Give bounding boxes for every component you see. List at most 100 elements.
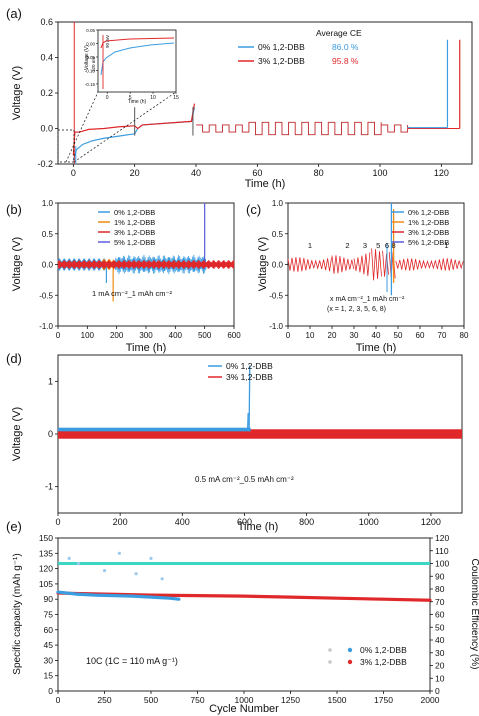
x-tick-label: 0 — [56, 695, 61, 705]
panel-a-label: (a) — [6, 6, 22, 21]
panel-e-ticks: 0 250 500 750 1000 1250 1500 1750 20000153045607… — [39, 533, 450, 705]
panel-d-label: (d) — [6, 351, 22, 366]
rate-label-4: 6 — [385, 241, 389, 250]
inset-xlabel: Time (h) — [128, 99, 147, 105]
inset-y-tick-label: -0.10 — [85, 68, 96, 73]
band-3pct — [57, 260, 235, 269]
x-tick-label: 600 — [237, 517, 252, 527]
inset-y-tick-label: 0.05 — [86, 28, 95, 33]
x-tick-label: 20 — [130, 168, 140, 178]
x-tick-label: 800 — [299, 517, 314, 527]
panel-c-ylabel: Voltage (V) — [257, 237, 269, 291]
panel-c-xlabel: Time (h) — [356, 342, 397, 354]
inset-annotation-90mv: 90 mV — [105, 35, 110, 48]
panel-b-ylabel: Voltage (V) — [11, 237, 23, 291]
panel-e-label: (e) — [6, 519, 22, 534]
x-tick-label: 40 — [372, 331, 381, 340]
panel-b-ticks: 0 100 200 300 400 500 600 -1.0 -0.5 0.0 0.5 1.0 — [39, 199, 241, 340]
band-d-3pct — [58, 429, 462, 439]
y-tick-label: 0.2 — [40, 88, 53, 98]
y-tick-label: 75 — [44, 610, 54, 620]
x-tick-label: 200 — [110, 331, 124, 340]
y-right-tick-label: 80 — [435, 584, 445, 594]
spike-d-0pct-b — [248, 365, 251, 432]
x-tick-label: 200 — [113, 517, 128, 527]
x-tick-label: 250 — [97, 695, 111, 705]
x-tick-label: 1200 — [421, 517, 441, 527]
legend-text-b-2: 3% 1,2-DBB — [114, 228, 155, 237]
ce-outlier-2 — [102, 569, 107, 573]
inset-x-tick-label: 5 — [129, 95, 132, 101]
rate-label-1: 2 — [345, 241, 349, 250]
inset-y-tick-label: -0.15 — [85, 82, 96, 87]
y-tick-label: 0.5 — [272, 230, 284, 239]
series-line-1 — [72, 103, 196, 156]
panel-a-xlabel: Time (h) — [245, 178, 286, 190]
y-right-tick-label: 90 — [435, 571, 445, 581]
rate-label-2: 3 — [363, 241, 367, 250]
x-tick-label: 0 — [286, 331, 291, 340]
panel-c-annotation-2: (x = 1, 2, 3, 5, 6, 8) — [327, 306, 386, 313]
x-tick-label: 100 — [372, 168, 387, 178]
y-tick-label: 150 — [39, 533, 53, 543]
x-tick-label: 300 — [139, 331, 153, 340]
y-right-tick-label: 110 — [435, 546, 449, 556]
panel-b-label: (b) — [6, 202, 22, 217]
panel-d-ylabel: Voltage (V) — [11, 407, 23, 461]
legend-text-b-0: 0% 1,2-DBB — [114, 208, 155, 217]
ce-outlier-4 — [134, 572, 138, 576]
legend-text-c-2: 3% 1,2-DBB — [408, 228, 449, 237]
x-tick-label: 50 — [394, 331, 403, 340]
inset-x-tick-label: 10 — [150, 95, 156, 101]
panel-b: (b) 0 100 200 300 400 500 600 -1.0 -0.5 0.0 0.5 1.0… — [6, 199, 241, 354]
panel-a-ylabel: Voltage (V) — [11, 66, 23, 120]
panel-e-ylabel: Specific capacity (mAh g⁻¹) — [12, 553, 23, 674]
inset-ticks: 0 5 10 15 0.05 0.00 -0.05 -0.10 -0.15 — [85, 28, 179, 101]
x-tick-label: 10 — [306, 331, 315, 340]
ce-outlier-5 — [149, 556, 153, 561]
rate-band-3 — [371, 248, 382, 281]
rate-band-2 — [353, 252, 371, 277]
y-tick-label: 0.0 — [40, 124, 53, 134]
legend-text-b-1: 1% 1,2-DBB — [114, 218, 155, 227]
zoom-connector-2 — [73, 91, 177, 163]
panel-e-annotation: 10C (1C = 110 mA g⁻¹) — [86, 656, 178, 666]
ce-outlier-3 — [117, 551, 121, 555]
ce-outlier-1 — [76, 561, 81, 566]
x-tick-label: 600 — [227, 331, 241, 340]
y-right-tick-label: 10 — [435, 673, 445, 683]
panel-c-annotation-1: x mA cm⁻²_1 mAh cm⁻² — [330, 296, 405, 303]
y-right-tick-label: 20 — [435, 661, 445, 671]
y-tick-label: -0.5 — [269, 291, 283, 300]
inset-x-tick-label: 0 — [106, 95, 109, 101]
legend-text-c-3: 5% 1,2-DBB — [408, 238, 449, 247]
y-right-tick-label: 120 — [435, 533, 449, 543]
x-tick-label: 60 — [252, 168, 262, 178]
panel-d-annotation: 0.5 mA cm⁻²_0.5 mAh cm⁻² — [195, 475, 294, 484]
panel-c-ticks: 0 10 20 30 40 50 60 70 80 -1.0 -0.5 0.0 0.5 1.0 — [269, 199, 469, 340]
x-tick-label: 70 — [438, 331, 447, 340]
legend-ce-3pct: 95.8 % — [332, 56, 359, 66]
x-tick-label: 1000 — [359, 517, 379, 527]
x-tick-label: 30 — [350, 331, 359, 340]
panel-d-ticks: 0 200 400 600 800 1000 1200 -1 0 1 — [45, 376, 441, 527]
x-tick-label: 20 — [328, 331, 337, 340]
x-tick-label: 1750 — [374, 695, 393, 705]
ce-outlier-6 — [160, 577, 164, 581]
y-tick-label: 105 — [39, 579, 53, 589]
inset-ylabel: Voltage (V) — [84, 45, 90, 70]
inset-series-3pct — [100, 37, 175, 49]
panel-e: (e) 0 250 500 750 1000 1250 1500 1750 2000015304… — [6, 519, 479, 715]
x-tick-label: 0 — [56, 331, 61, 340]
panel-c-label: (c) — [246, 202, 261, 217]
legend-dot-e-0 — [347, 647, 353, 653]
x-tick-label: 750 — [190, 695, 204, 705]
inset-y-tick-label: 0.00 — [86, 41, 95, 46]
panel-a: (a) 0 20 40 60 80 100 120-0.20.00.20.40.6 Time… — [6, 6, 473, 190]
ce-outlier-0 — [67, 556, 71, 561]
rate-label-3: 5 — [376, 241, 380, 250]
y-tick-label: -0.5 — [39, 291, 53, 300]
panel-a-legend-title: Average CE — [316, 28, 362, 38]
